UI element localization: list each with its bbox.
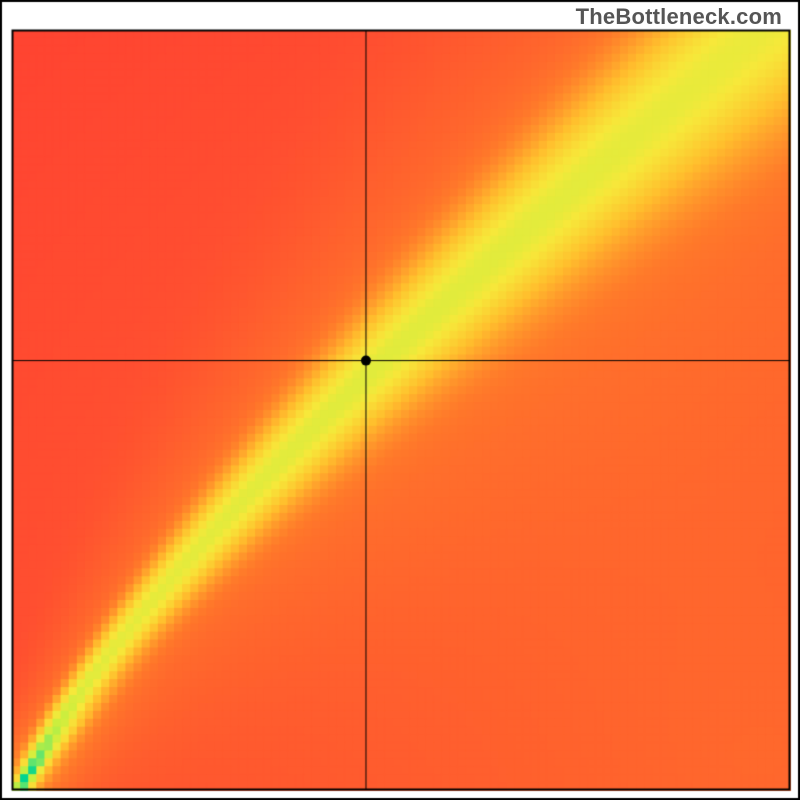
watermark-text: TheBottleneck.com [576, 4, 782, 30]
bottleneck-heatmap [0, 0, 800, 800]
